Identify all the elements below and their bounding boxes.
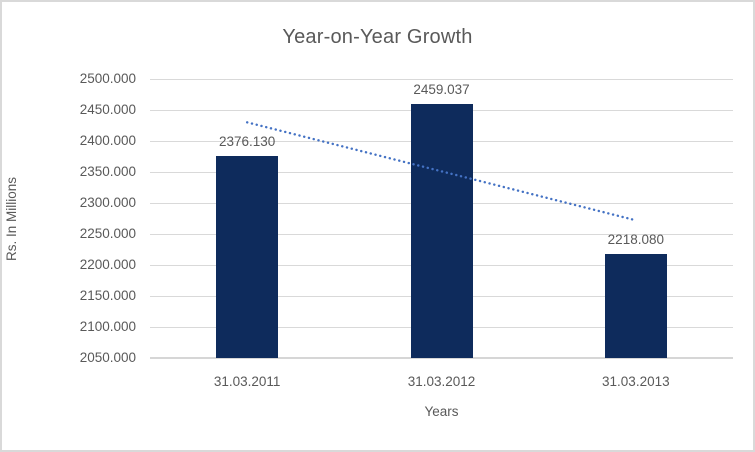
y-tick-label: 2150.000 <box>79 288 136 303</box>
y-tick-label: 2350.000 <box>79 164 136 179</box>
x-axis-title: Years <box>424 404 459 419</box>
x-category-label: 31.03.2011 <box>213 374 281 389</box>
x-axis-line <box>150 357 733 359</box>
y-tick-label: 2400.000 <box>79 133 136 148</box>
gridline <box>150 79 733 80</box>
y-tick-label: 2300.000 <box>79 195 136 210</box>
bar <box>410 104 473 358</box>
bar-data-label: 2218.080 <box>607 231 664 247</box>
x-category-label: 31.03.2013 <box>602 374 670 389</box>
bar <box>604 253 667 358</box>
y-tick-label: 2250.000 <box>79 226 136 241</box>
y-tick-label: 2500.000 <box>79 71 136 86</box>
y-tick-label: 2450.000 <box>79 102 136 117</box>
y-tick-label: 2050.000 <box>79 350 136 365</box>
bar <box>216 155 279 358</box>
bar-data-label: 2459.037 <box>413 82 470 98</box>
y-tick-label: 2200.000 <box>79 257 136 272</box>
x-category-label: 31.03.2012 <box>407 374 476 389</box>
y-tick-label: 2100.000 <box>79 319 136 334</box>
bar-data-label: 2376.130 <box>219 133 276 149</box>
chart-title: Year-on-Year Growth <box>282 26 473 48</box>
y-axis-title: Rs. In Millions <box>4 176 19 262</box>
